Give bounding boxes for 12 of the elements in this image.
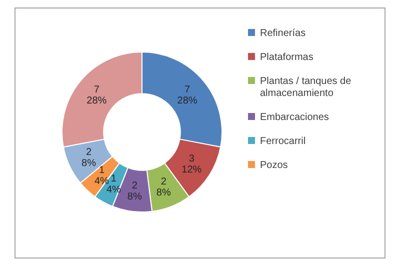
data-label: 2 8%: [82, 147, 96, 170]
data-label: 7 28%: [177, 84, 198, 107]
legend-label: Ferrocarril: [260, 136, 306, 147]
legend-label: Plantas / tanques de almacenamiento: [260, 76, 352, 99]
legend-label: Plataformas: [260, 52, 314, 63]
legend-label: Pozos: [260, 160, 288, 171]
data-label: 2 8%: [156, 176, 171, 199]
legend-label: Embarcaciones: [260, 112, 329, 123]
legend-label: Refinerías: [260, 28, 306, 39]
data-label: 3 12%: [182, 154, 202, 176]
data-label: 2 8%: [127, 180, 142, 202]
data-label: 7 28%: [86, 84, 107, 107]
